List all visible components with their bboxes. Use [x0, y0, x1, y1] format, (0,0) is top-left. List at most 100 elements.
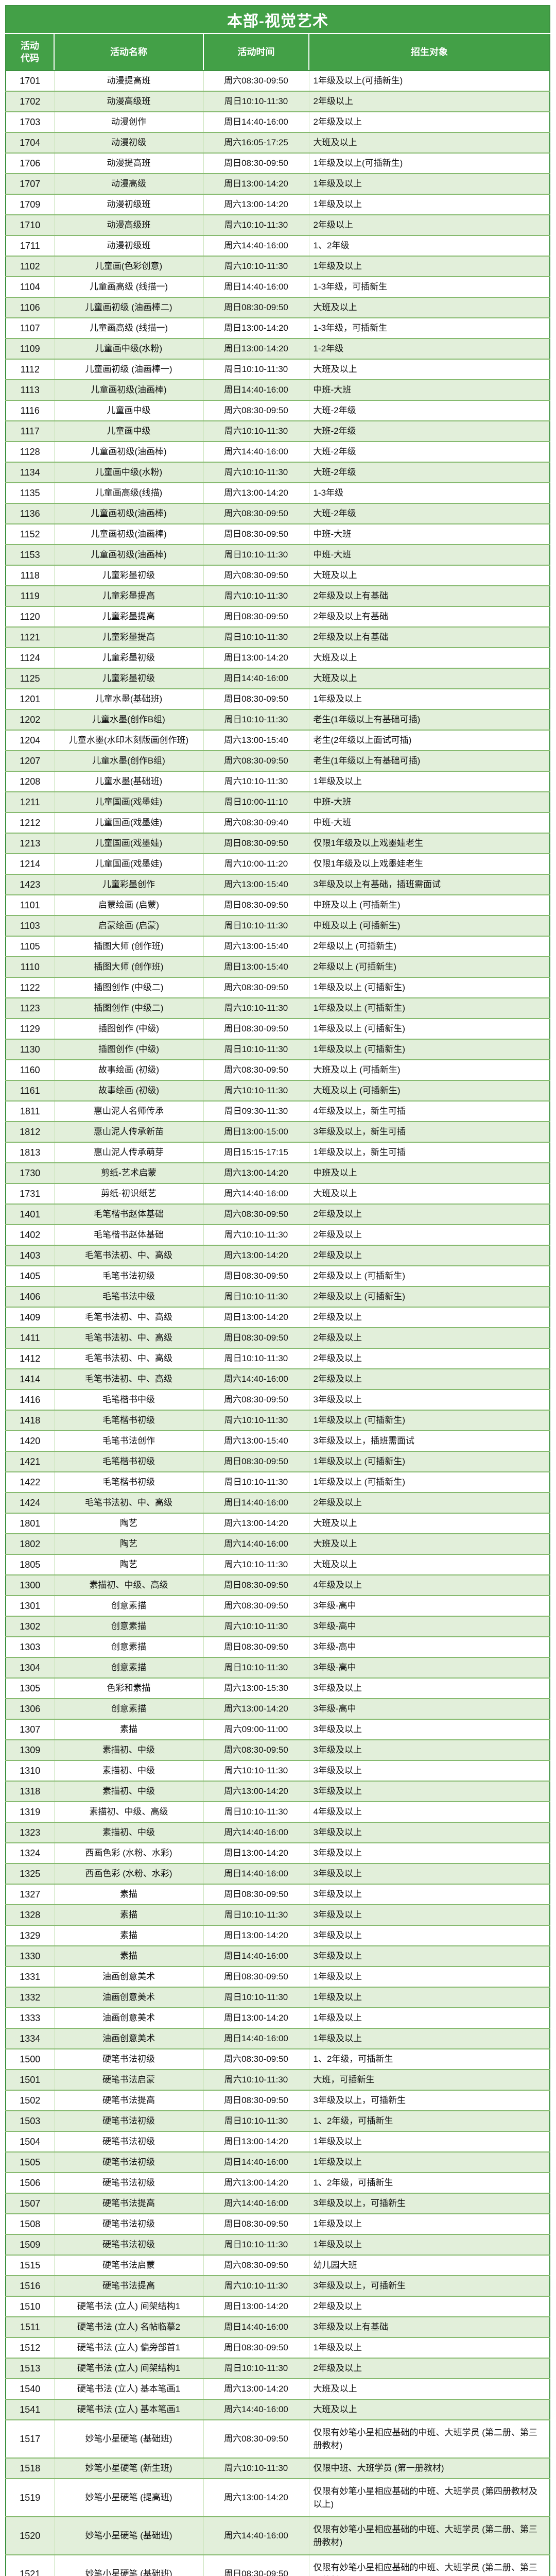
cell-activity-time: 周日10:10-11:30 [203, 1987, 309, 2008]
cell-activity-name: 儿童水墨(创作B组) [54, 709, 203, 730]
cell-activity-name: 创意素描 [54, 1616, 203, 1637]
cell-enroll-target: 大班及以上 [308, 2378, 550, 2399]
cell-activity-name: 毛笔书法中级 [54, 1286, 203, 1307]
table-row: 1124 儿童彩墨初级 周日13:00-14:20 大班及以上 [6, 647, 550, 668]
cell-activity-code: 1334 [6, 2028, 54, 2049]
table-row: 1423 儿童彩墨创作 周六13:00-15:40 3年级及以上有基础，插班需面… [6, 874, 550, 895]
table-row: 1510 硬笔书法 (立人) 间架结构1 周日13:00-14:20 2年级及以… [6, 2296, 550, 2317]
cell-activity-time: 周六14:40-16:00 [203, 1368, 309, 1389]
cell-activity-time: 周日10:00-11:10 [203, 791, 309, 812]
cell-activity-name: 创意素描 [54, 1698, 203, 1719]
cell-enroll-target: 仅限有妙笔小星相应基础的中班、大班学员 (第二册、第三册教材) [308, 2516, 550, 2555]
cell-activity-name: 儿童画初级 (油画棒一) [54, 359, 203, 380]
cell-activity-code: 1103 [6, 915, 54, 936]
cell-activity-code: 1300 [6, 1574, 54, 1596]
cell-enroll-target: 大班及以上 (可插新生) [308, 1080, 550, 1101]
cell-activity-name: 硬笔书法 (立人) 名帖临摹2 [54, 2316, 203, 2337]
cell-activity-code: 1701 [6, 70, 54, 91]
cell-activity-time: 周六13:00-14:20 [203, 2172, 309, 2193]
cell-activity-time: 周六10:10-11:30 [203, 1410, 309, 1431]
cell-activity-name: 素描初、中级 [54, 1781, 203, 1802]
cell-enroll-target: 大班及以上 [308, 1183, 550, 1204]
cell-activity-name: 毛笔楷书初级 [54, 1410, 203, 1431]
cell-activity-code: 1506 [6, 2172, 54, 2193]
table-row: 1403 毛笔书法初、中、高级 周六13:00-14:20 2年级及以上 [6, 1245, 550, 1266]
cell-activity-name: 儿童彩墨初级 [54, 668, 203, 689]
cell-activity-name: 硬笔书法初级 [54, 2234, 203, 2255]
cell-enroll-target: 1年级及以上 (可插新生) [308, 1471, 550, 1493]
cell-activity-name: 儿童国画(戏墨娃) [54, 853, 203, 874]
cell-activity-time: 周日14:40-16:00 [203, 379, 309, 400]
cell-activity-code: 1515 [6, 2255, 54, 2276]
cell-activity-name: 儿童水墨(基础班) [54, 771, 203, 792]
cell-enroll-target: 中班-大班 [308, 791, 550, 812]
table-row: 1416 毛笔楷书中级 周六08:30-09:50 3年级及以上 [6, 1389, 550, 1410]
cell-enroll-target: 老生(1年级以上有基础可插) [308, 750, 550, 771]
table-row: 1509 硬笔书法初级 周日10:10-11:30 1年级及以上 [6, 2234, 550, 2255]
cell-activity-name: 儿童画(色彩创意) [54, 256, 203, 277]
cell-activity-time: 周六13:00-15:40 [203, 1430, 309, 1451]
cell-enroll-target: 大班，可插新生 [308, 2069, 550, 2090]
cell-enroll-target: 1年级及以上 (可插新生) [308, 1018, 550, 1039]
cell-activity-code: 1324 [6, 1842, 54, 1863]
column-header-row: 活动 代码 活动名称 活动时间 招生对象 [6, 33, 550, 71]
cell-activity-name: 硬笔书法初级 [54, 2048, 203, 2070]
cell-enroll-target: 1年级及以上(可插新生) [308, 152, 550, 174]
cell-activity-code: 1422 [6, 1471, 54, 1493]
table-row: 1302 创意素描 周六10:10-11:30 3年级-高中 [6, 1616, 550, 1637]
cell-enroll-target: 2年级及以上 [308, 2296, 550, 2317]
cell-activity-time: 周六13:00-14:20 [203, 1162, 309, 1183]
cell-enroll-target: 1-3年级，可插新生 [308, 276, 550, 297]
table-row: 1122 插图创作 (中级二) 周六08:30-09:50 1年级及以上 (可插… [6, 977, 550, 998]
cell-enroll-target: 4年级及以上 [308, 1801, 550, 1822]
cell-activity-code: 1710 [6, 214, 54, 235]
cell-enroll-target: 1年级及以上 [308, 2337, 550, 2358]
cell-activity-name: 儿童画初级(油画棒) [54, 441, 203, 462]
cell-activity-name: 毛笔楷书中级 [54, 1389, 203, 1410]
cell-activity-time: 周日10:10-11:30 [203, 626, 309, 648]
cell-activity-name: 油画创意美术 [54, 2007, 203, 2028]
cell-enroll-target: 大班及以上 [308, 297, 550, 318]
cell-activity-time: 周日14:40-16:00 [203, 1945, 309, 1967]
cell-enroll-target: 3年级及以上 [308, 1822, 550, 1843]
cell-activity-name: 素描初、中级 [54, 1822, 203, 1843]
cell-activity-code: 1306 [6, 1698, 54, 1719]
table-row: 1401 毛笔楷书赵体基础 周六08:30-09:50 2年级及以上 [6, 1204, 550, 1225]
cell-activity-code: 1513 [6, 2358, 54, 2379]
cell-enroll-target: 3年级及以上 [308, 1842, 550, 1863]
cell-activity-code: 1161 [6, 1080, 54, 1101]
cell-activity-time: 周日10:10-11:30 [203, 2234, 309, 2255]
cell-enroll-target: 3年级及以上，可插新生 [308, 2193, 550, 2214]
cell-enroll-target: 3年级及以上 [308, 1781, 550, 1802]
cell-activity-name: 素描 [54, 1904, 203, 1925]
cell-activity-time: 周日14:40-16:00 [203, 2028, 309, 2049]
table-row: 1323 素描初、中级 周六14:40-16:00 3年级及以上 [6, 1822, 550, 1843]
cell-activity-name: 毛笔书法初、中、高级 [54, 1245, 203, 1266]
table-row: 1120 儿童彩墨提高 周日08:30-09:50 2年级及以上有基础 [6, 606, 550, 627]
cell-activity-name: 启蒙绘画 (启蒙) [54, 915, 203, 936]
cell-activity-time: 周六14:40-16:00 [203, 1822, 309, 1843]
cell-enroll-target: 3年级-高中 [308, 1616, 550, 1637]
cell-enroll-target: 1年级及以上 (可插新生) [308, 1039, 550, 1060]
cell-activity-code: 1105 [6, 936, 54, 957]
cell-enroll-target: 2年级及以上 [308, 2358, 550, 2379]
table-row: 1503 硬笔书法初级 周日10:10-11:30 1、2年级，可插新生 [6, 2110, 550, 2131]
cell-activity-time: 周六08:30-09:50 [203, 2419, 309, 2458]
cell-activity-code: 1331 [6, 1966, 54, 1987]
cell-activity-name: 惠山泥人传承萌芽 [54, 1142, 203, 1163]
table-row: 1511 硬笔书法 (立人) 名帖临摹2 周日14:40-16:00 3年级及以… [6, 2316, 550, 2337]
cell-activity-code: 1505 [6, 2151, 54, 2173]
table-row: 1208 儿童水墨(基础班) 周六10:10-11:30 1年级及以上 [6, 771, 550, 792]
table-row: 1310 素描初、中级 周六10:10-11:30 3年级及以上 [6, 1760, 550, 1781]
cell-activity-code: 1401 [6, 1204, 54, 1225]
cell-activity-time: 周日13:00-14:20 [203, 338, 309, 359]
cell-activity-code: 1416 [6, 1389, 54, 1410]
cell-activity-time: 周日14:40-16:00 [203, 1492, 309, 1513]
table-row: 1540 硬笔书法 (立人) 基本笔画1 周六13:00-14:20 大班及以上 [6, 2378, 550, 2399]
table-row: 1301 创意素描 周六08:30-09:50 3年级-高中 [6, 1595, 550, 1616]
cell-activity-time: 周六10:10-11:30 [203, 2458, 309, 2479]
cell-activity-code: 1304 [6, 1657, 54, 1678]
table-row: 1331 油画创意美术 周日08:30-09:50 1年级及以上 [6, 1966, 550, 1987]
cell-enroll-target: 2年级以上 (可插新生) [308, 956, 550, 977]
cell-activity-time: 周日13:00-14:20 [203, 1925, 309, 1946]
